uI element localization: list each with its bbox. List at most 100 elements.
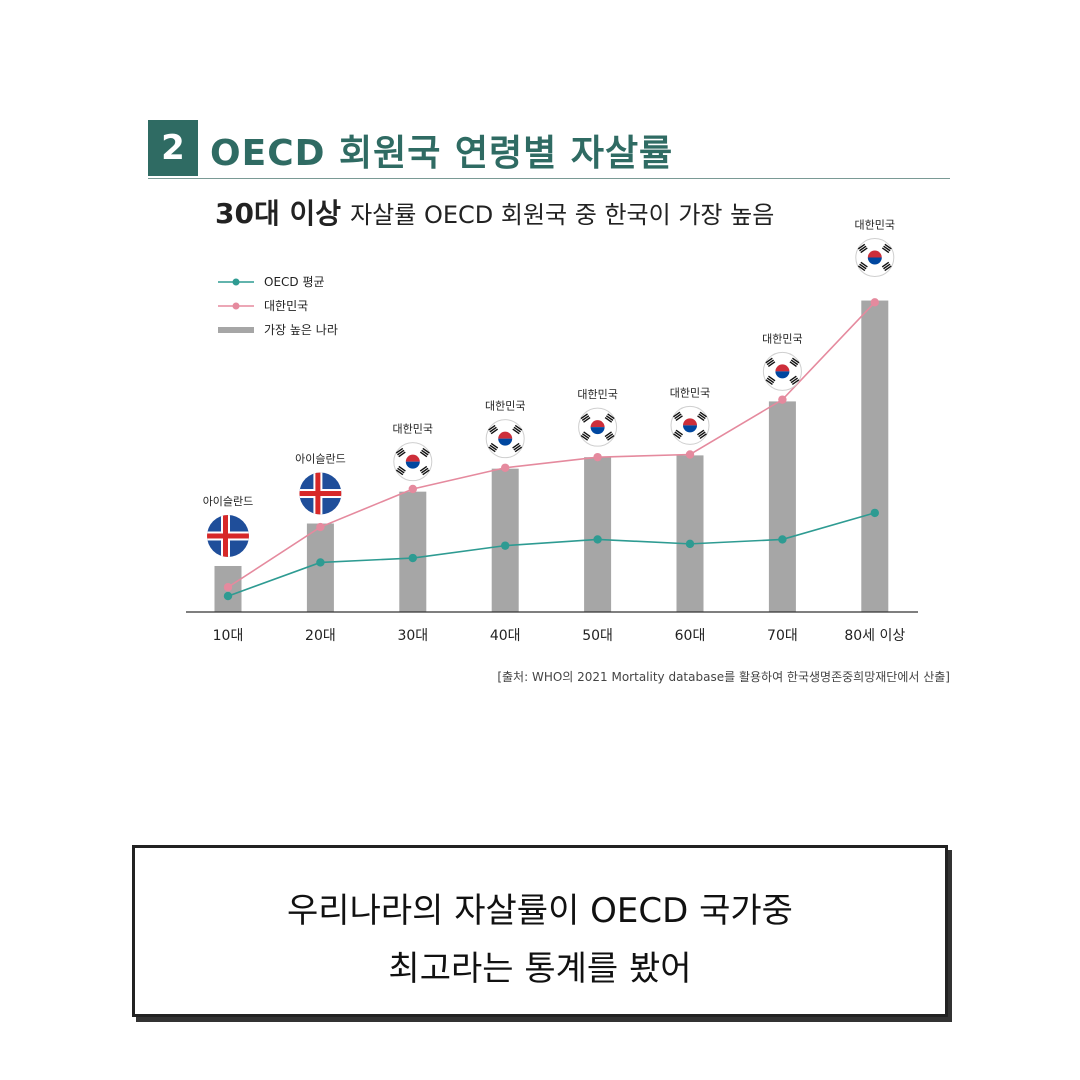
flag-body [299,472,342,515]
series-point [223,591,233,601]
trigram-bar [790,377,799,384]
trigram-bar [699,433,707,439]
top-country-label: 대한민국 [670,386,710,399]
series-line-1 [227,301,876,588]
trigram-bar [395,469,404,476]
bar-6 [676,455,704,612]
trigram-bar [421,449,429,456]
trigram-bar [675,415,683,421]
trigram-bar [857,243,866,250]
trigram-bar [765,357,773,364]
trigram-bar [860,261,868,268]
caption-box: 우리나라의 자살률이 OECD 국가중 최고라는 통계를 봤어 [132,845,948,1017]
x-tick-label: 80세 이상 [844,628,905,644]
trigram-bar [883,263,891,270]
caption-line-2: 최고라는 통계를 봤어 [388,949,692,989]
trigram-bar [697,429,705,436]
title-number: 2 [148,120,198,176]
trigram-bar [605,433,614,439]
trigram [697,411,707,421]
trigram-bar [488,446,496,453]
trigram [604,431,615,441]
trigram-bar [604,431,612,438]
chart-title: OECD 회원국 연령별 자살률 [210,133,674,174]
trigram-bar [604,417,613,423]
trigram [580,413,591,423]
trigram-bar [581,433,590,439]
bar-3 [399,491,427,612]
series-point [593,452,602,462]
trigram [512,424,523,435]
series-point [408,553,417,563]
trigram-bar [765,379,773,385]
series-point [778,395,787,404]
trigram-bar [699,411,707,418]
series-point [870,508,879,518]
trigram-bar [397,449,405,456]
chart-canvas: 10대 20대 30대 40대 50대 60대 70대 80세 이상아이슬란드아이슬란드대한민… [186,219,918,644]
caption-line-1: 우리나라의 자살률이 OECD 국가중 [287,891,793,931]
korea-flag-icon [670,405,710,445]
iceland-red-v [223,514,228,557]
flag-body [207,514,249,557]
trigram-bar [675,429,683,436]
trigram [604,413,615,423]
trigram-bar [860,247,868,254]
top-country-label: 대한민국 [762,332,802,345]
title-bar: 2 OECD 회원국 연령별 자살률 [148,120,950,179]
trigram-bar [421,467,429,474]
trigram-bar [490,442,499,449]
trigram-bar [790,359,799,366]
trigram [881,261,892,272]
iceland-flag-icon [299,472,342,515]
series-point [501,541,510,550]
trigram-bar [789,375,797,382]
legend-label: 가장 높은 나라 [264,323,338,337]
x-tick-label: 50대 [582,628,613,644]
trigram-bar [513,444,521,451]
trigram-bar [792,357,800,364]
trigram-bar [673,411,681,418]
trigram-bar [857,265,866,272]
trigram-bar [859,245,867,252]
iceland-flag-icon [207,514,249,557]
trigram-bar [514,424,523,431]
chart-subtitle: 30대 이상 자살률 OECD 회원국 중 한국이 가장 높음 [215,192,774,232]
legend-swatch-dot [232,302,240,310]
trigram [857,243,868,254]
legend-label: 대한민국 [264,299,308,313]
series-line-2 [227,512,876,597]
taeguk-top [590,420,605,428]
trigram [419,465,430,476]
trigram-bar [488,424,496,431]
trigram [857,261,868,272]
trigram-bar [583,417,591,423]
bar-2 [306,523,334,612]
trigram-bar [884,243,892,250]
trigram-bar [583,431,591,438]
subtitle-rest: 자살률 OECD 회원국 중 한국이 가장 높음 [350,201,775,229]
korea-flag-icon [485,419,525,459]
trigram-bar [512,442,520,449]
trigram-bar [881,261,890,268]
series-point [685,539,695,549]
bar-5 [584,457,612,612]
trigram-bar [698,413,706,420]
trigram [512,442,523,453]
trigram-bar [422,447,430,454]
x-tick-label: 40대 [490,628,521,644]
korea-flag-icon [762,351,802,391]
trigram-bar [422,469,430,476]
trigram [395,465,406,476]
trigram-bar [419,451,428,458]
taeguk-top [775,364,790,372]
trigram [673,411,683,421]
trigram-bar [884,265,892,272]
trigram-bar [489,444,497,451]
trigram-bar [580,413,588,420]
trigram-bar [513,426,521,433]
bar-4 [491,468,519,612]
trigram-bar [395,447,404,454]
series-point [408,484,417,494]
trigram-bar [673,433,681,439]
